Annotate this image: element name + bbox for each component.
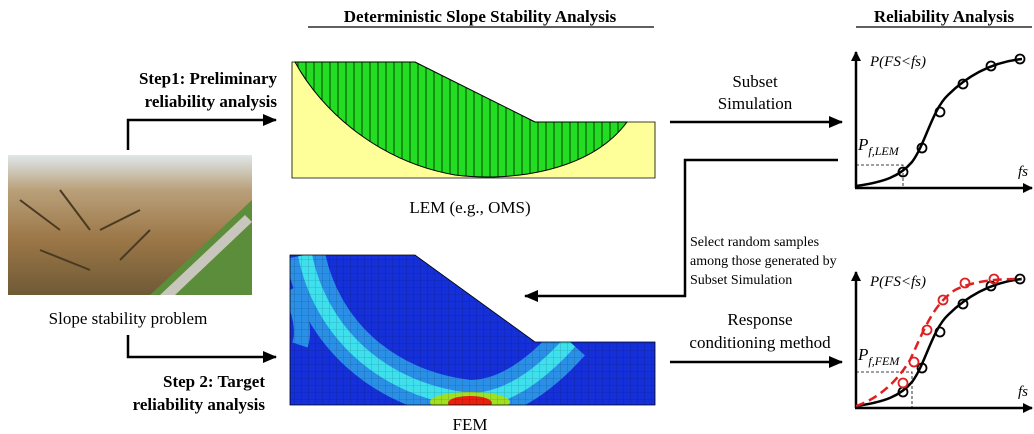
lem-model — [291, 61, 656, 179]
note: Subset Simulation — [690, 273, 792, 288]
axis-label: P(FS<fs) — [869, 274, 926, 290]
arrow-label: Response — [727, 310, 792, 329]
caption: FEM — [453, 415, 488, 434]
caption: LEM (e.g., OMS) — [409, 198, 530, 217]
step-label: reliability analysis — [145, 92, 278, 111]
slope-photo — [8, 155, 252, 295]
axis-label: fs — [1018, 164, 1028, 180]
pf-symbol: P — [857, 135, 868, 154]
note: among those generated by — [690, 254, 837, 269]
pf-label: Pf,FEM — [857, 345, 900, 368]
section-title: Deterministic Slope Stability Analysis — [344, 7, 617, 26]
step-label: Step 2: Target — [163, 372, 265, 391]
note: Select random samples — [690, 235, 819, 250]
arrow-label: conditioning method — [689, 333, 831, 352]
pf-label: Pf,LEM — [857, 135, 900, 158]
pf-symbol: P — [857, 345, 868, 364]
section-title: Reliability Analysis — [874, 7, 1015, 26]
arrow-label: Subset — [732, 72, 778, 91]
axis-label: fs — [1018, 384, 1028, 400]
caption: Slope stability problem — [49, 309, 208, 328]
arrow-label: Simulation — [718, 94, 793, 113]
pf-subscript: f,FEM — [868, 354, 900, 368]
pf-subscript: f,LEM — [868, 144, 899, 158]
cdf-plot: P(FS<fs) Pf,LEM fs — [851, 51, 1033, 193]
step-label: Step1: Preliminary — [139, 69, 278, 88]
axis-label: P(FS<fs) — [869, 54, 926, 70]
fem-model — [289, 254, 656, 406]
step-label: reliability analysis — [133, 395, 266, 414]
cdf-plot: P(FS<fs) Pf,FEM fs — [851, 271, 1033, 413]
